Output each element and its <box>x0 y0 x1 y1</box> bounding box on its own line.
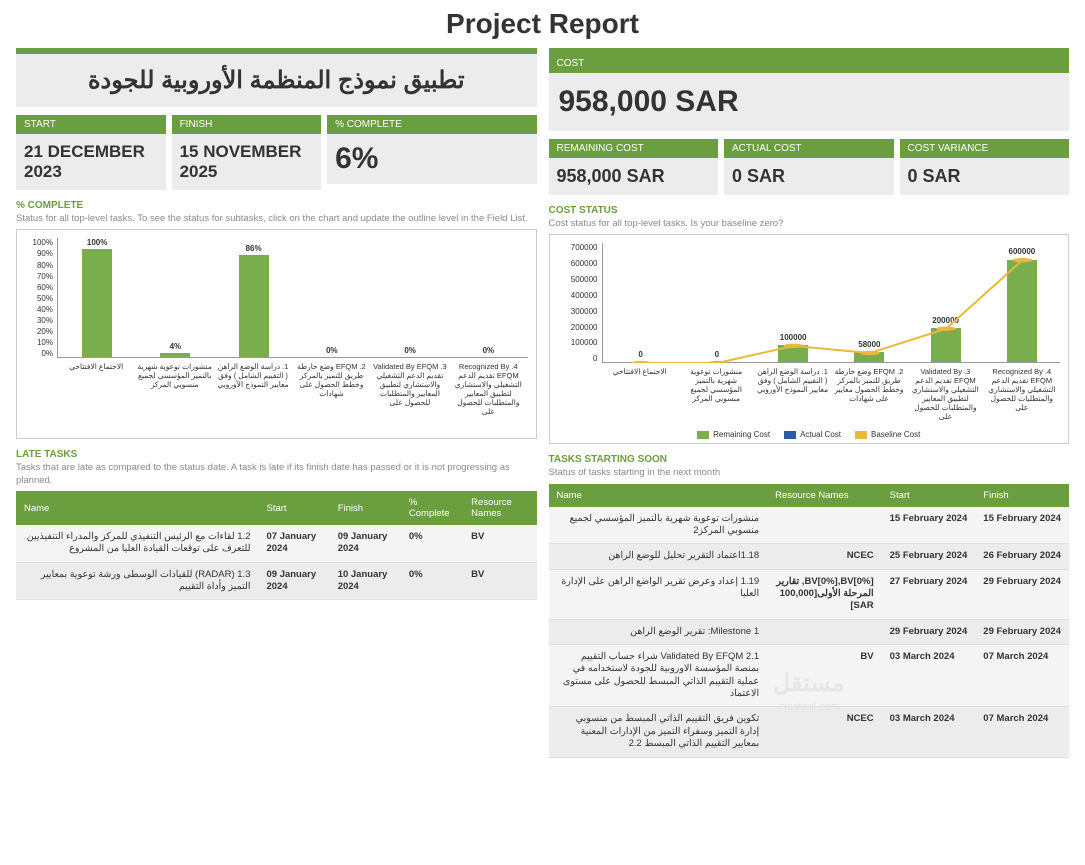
starting-soon-title: TASKS STARTING SOON <box>549 454 1070 465</box>
cost-label: COST <box>549 54 1070 73</box>
cost-chart-desc: Cost status for all top-level tasks. Is … <box>549 218 1070 230</box>
complete-metric: % COMPLETE 6% <box>327 115 536 190</box>
complete-label: % COMPLETE <box>327 115 536 134</box>
complete-value: 6% <box>327 134 536 184</box>
project-name: تطبيق نموذج المنظمة الأوروبية للجودة <box>16 48 537 107</box>
variance-cost-value: 0 SAR <box>900 158 1070 195</box>
starting-soon-table: NameResource NamesStartFinishمنشورات توع… <box>549 484 1070 758</box>
late-tasks-desc: Tasks that are late as compared to the s… <box>16 462 537 487</box>
cost-value: 958,000 SAR <box>549 73 1070 131</box>
variance-cost-metric: COST VARIANCE 0 SAR <box>900 139 1070 195</box>
cost-chart[interactable]: 0100000200000300000400000500000600000700… <box>549 234 1070 444</box>
complete-chart-title: % COMPLETE <box>16 200 537 211</box>
finish-value: 15 NOVEMBER 2025 <box>172 134 322 190</box>
watermark-sub: mostaql.com <box>778 701 840 713</box>
remaining-cost-value: 958,000 SAR <box>549 158 719 195</box>
actual-cost-metric: ACTUAL COST 0 SAR <box>724 139 894 195</box>
cost-chart-title: COST STATUS <box>549 205 1070 216</box>
start-label: START <box>16 115 166 134</box>
finish-metric: FINISH 15 NOVEMBER 2025 <box>172 115 322 190</box>
start-metric: START 21 DECEMBER 2023 <box>16 115 166 190</box>
late-tasks-table: NameStartFinish% CompleteResource Names1… <box>16 491 537 600</box>
start-value: 21 DECEMBER 2023 <box>16 134 166 190</box>
complete-chart-desc: Status for all top-level tasks. To see t… <box>16 213 537 225</box>
late-tasks-title: LATE TASKS <box>16 449 537 460</box>
finish-label: FINISH <box>172 115 322 134</box>
cost-box: COST 958,000 SAR <box>549 48 1070 131</box>
remaining-cost-metric: REMAINING COST 958,000 SAR <box>549 139 719 195</box>
starting-soon-desc: Status of tasks starting in the next mon… <box>549 467 1070 479</box>
variance-cost-label: COST VARIANCE <box>900 139 1070 158</box>
actual-cost-label: ACTUAL COST <box>724 139 894 158</box>
complete-chart[interactable]: 100%90%80%70%60%50%40%30%20%10%0%100%4%8… <box>16 229 537 439</box>
remaining-cost-label: REMAINING COST <box>549 139 719 158</box>
actual-cost-value: 0 SAR <box>724 158 894 195</box>
page-title: Project Report <box>16 8 1069 40</box>
